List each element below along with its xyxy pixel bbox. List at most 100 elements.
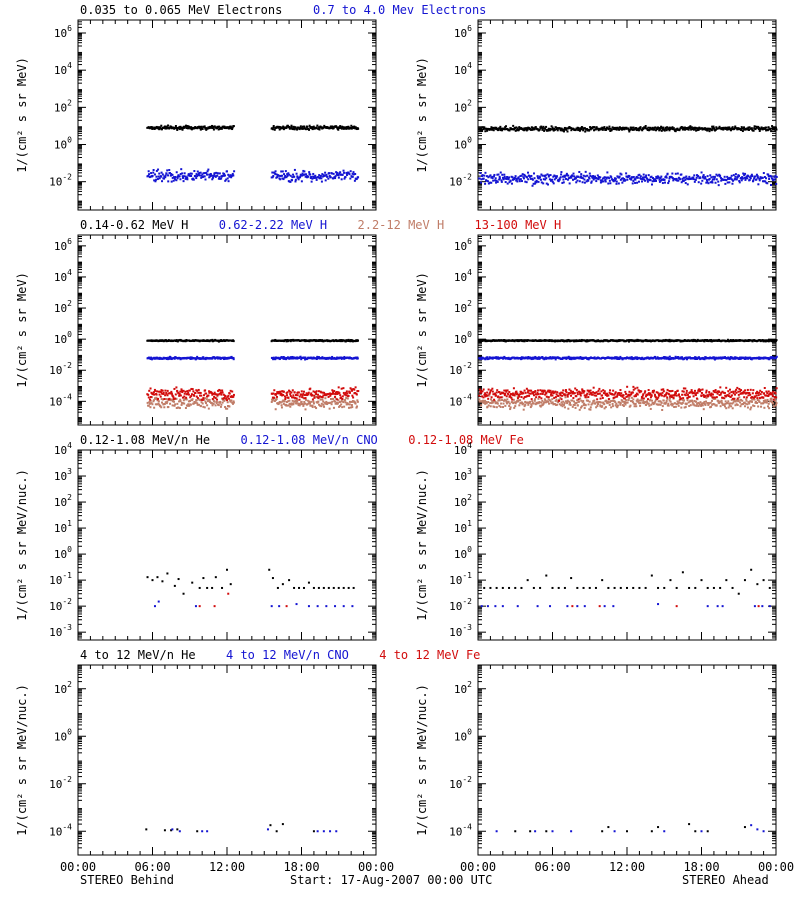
data-point <box>681 128 684 131</box>
data-point <box>344 340 347 343</box>
data-point <box>639 127 642 130</box>
data-point <box>681 180 684 183</box>
data-point <box>559 176 562 179</box>
data-point <box>336 402 339 405</box>
y-tick-label: 104 <box>54 61 72 77</box>
data-point <box>283 357 286 360</box>
data-point <box>152 391 155 394</box>
data-point <box>574 129 577 132</box>
data-point <box>348 126 351 129</box>
data-point <box>194 175 197 178</box>
data-point <box>192 178 195 181</box>
data-point <box>198 174 201 177</box>
data-point <box>296 175 299 178</box>
data-point <box>511 176 514 179</box>
data-point <box>346 392 349 395</box>
data-point <box>667 180 670 183</box>
data-point <box>216 172 219 175</box>
data-point <box>774 129 777 132</box>
data-point <box>607 182 610 185</box>
data-point <box>563 128 566 131</box>
data-point <box>706 175 709 178</box>
data-point <box>297 391 300 394</box>
data-point <box>204 389 207 392</box>
data-point <box>351 175 354 178</box>
data-point <box>521 173 524 176</box>
data-point <box>664 356 667 359</box>
data-point <box>482 127 485 130</box>
data-point <box>212 392 215 395</box>
data-point <box>541 174 544 177</box>
data-point <box>183 175 186 178</box>
data-point <box>756 175 759 178</box>
data-point <box>756 176 759 179</box>
data-point <box>303 170 306 173</box>
data-point <box>318 174 321 177</box>
data-point <box>659 177 662 180</box>
data-point <box>775 128 778 131</box>
data-point <box>514 175 517 178</box>
data-point <box>209 175 212 178</box>
data-point <box>213 395 216 398</box>
data-point <box>757 125 760 128</box>
data-point <box>158 403 161 406</box>
data-point <box>206 170 209 173</box>
data-point <box>195 177 198 180</box>
data-point <box>747 126 750 129</box>
data-point <box>674 172 677 175</box>
data-point <box>709 174 712 177</box>
data-point <box>761 180 764 183</box>
data-point <box>612 180 615 183</box>
data-point <box>346 127 349 130</box>
data-point <box>651 128 654 131</box>
data-point <box>590 180 593 183</box>
data-point <box>184 340 187 343</box>
data-point <box>636 176 639 179</box>
data-point <box>527 178 530 181</box>
data-point <box>692 127 695 130</box>
data-point <box>157 397 160 400</box>
data-point <box>484 402 487 405</box>
data-point <box>216 174 219 177</box>
data-point <box>147 174 150 177</box>
data-point <box>337 399 340 402</box>
data-point <box>164 125 167 128</box>
data-point <box>506 182 509 185</box>
data-point <box>192 402 195 405</box>
data-point <box>738 179 741 182</box>
legend-label: 0.7 to 4.0 Mev Electrons <box>313 3 486 17</box>
data-point <box>645 174 648 177</box>
data-point <box>730 174 733 177</box>
data-point <box>292 128 295 131</box>
y-axis-label: 1/(cm² s sr MeV) <box>415 272 429 388</box>
data-point <box>227 180 230 183</box>
data-point <box>479 127 482 130</box>
data-point <box>328 174 331 177</box>
data-point <box>178 393 181 396</box>
data-point <box>314 395 317 398</box>
data-point <box>729 339 732 342</box>
data-point <box>320 180 323 183</box>
data-point <box>489 181 492 184</box>
data-point <box>734 357 737 360</box>
data-point <box>286 404 289 407</box>
data-point <box>645 127 648 130</box>
data-point <box>229 356 232 359</box>
data-point <box>501 176 504 179</box>
data-point <box>315 176 318 179</box>
data-point <box>478 177 481 180</box>
data-point <box>156 390 159 393</box>
data-point <box>327 126 330 129</box>
data-point <box>718 125 721 128</box>
data-point <box>174 127 177 130</box>
data-point <box>738 357 741 360</box>
data-point <box>739 357 742 360</box>
data-point <box>589 174 592 177</box>
data-point <box>271 176 274 179</box>
data-point <box>495 126 498 129</box>
data-point <box>544 356 547 359</box>
data-point <box>185 127 188 130</box>
data-point <box>307 392 310 395</box>
data-point <box>304 356 307 359</box>
data-point <box>355 393 358 396</box>
